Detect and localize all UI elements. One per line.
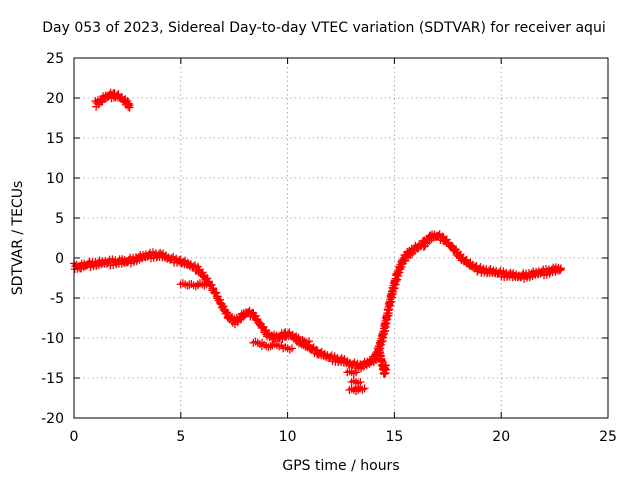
series-dip-to-17 — [375, 344, 391, 379]
data-point-marker — [125, 101, 134, 110]
tick-layer: 0 5 10 15 20 25 -20 -15 -10 -5 0 5 10 15 20 25 — [41, 51, 617, 445]
series-scattered-points — [176, 279, 369, 396]
x-axis-label: GPS time / hours — [282, 458, 399, 474]
chart-title: Day 053 of 2023, Sidereal Day-to-day VTE… — [42, 20, 605, 36]
x-tick-label: 25 — [599, 429, 617, 445]
data-point-marker — [557, 264, 566, 273]
data-point-marker — [360, 384, 369, 393]
data-point-marker — [124, 99, 133, 108]
y-tick-label: -10 — [41, 331, 64, 347]
x-tick-label: 15 — [385, 429, 403, 445]
y-tick-label: -20 — [41, 411, 64, 427]
y-tick-label: 20 — [46, 91, 64, 107]
y-tick-label: -5 — [50, 291, 64, 307]
y-axis-label: SDTVAR / TECUs — [10, 181, 26, 296]
x-tick-label: 20 — [492, 429, 510, 445]
series-upper-arc — [91, 88, 134, 112]
y-tick-label: 5 — [55, 211, 64, 227]
plot-frame — [73, 57, 609, 419]
data-layer — [70, 88, 566, 396]
data-point-marker — [555, 266, 564, 275]
data-point-marker — [266, 342, 275, 350]
y-tick-label: 15 — [46, 131, 64, 147]
data-point-marker — [381, 361, 390, 370]
series-main-track — [70, 230, 566, 373]
data-point-marker — [209, 284, 218, 293]
x-tick-label: 10 — [279, 429, 297, 445]
y-tick-label: 10 — [46, 171, 64, 187]
x-tick-label: 0 — [70, 429, 79, 445]
x-tick-label: 5 — [176, 429, 185, 445]
data-point-marker — [312, 345, 321, 354]
data-point-marker — [288, 344, 296, 353]
data-point-marker — [219, 302, 228, 311]
y-tick-label: 25 — [46, 51, 64, 67]
data-point-marker — [202, 280, 211, 289]
grid — [74, 58, 608, 418]
y-tick-label: 0 — [55, 251, 64, 267]
data-point-marker — [215, 295, 224, 304]
data-point-marker — [203, 274, 212, 283]
data-point-marker — [352, 368, 361, 377]
data-point-marker — [305, 337, 314, 346]
data-point-marker — [212, 288, 221, 297]
y-tick-label: -15 — [41, 371, 64, 387]
